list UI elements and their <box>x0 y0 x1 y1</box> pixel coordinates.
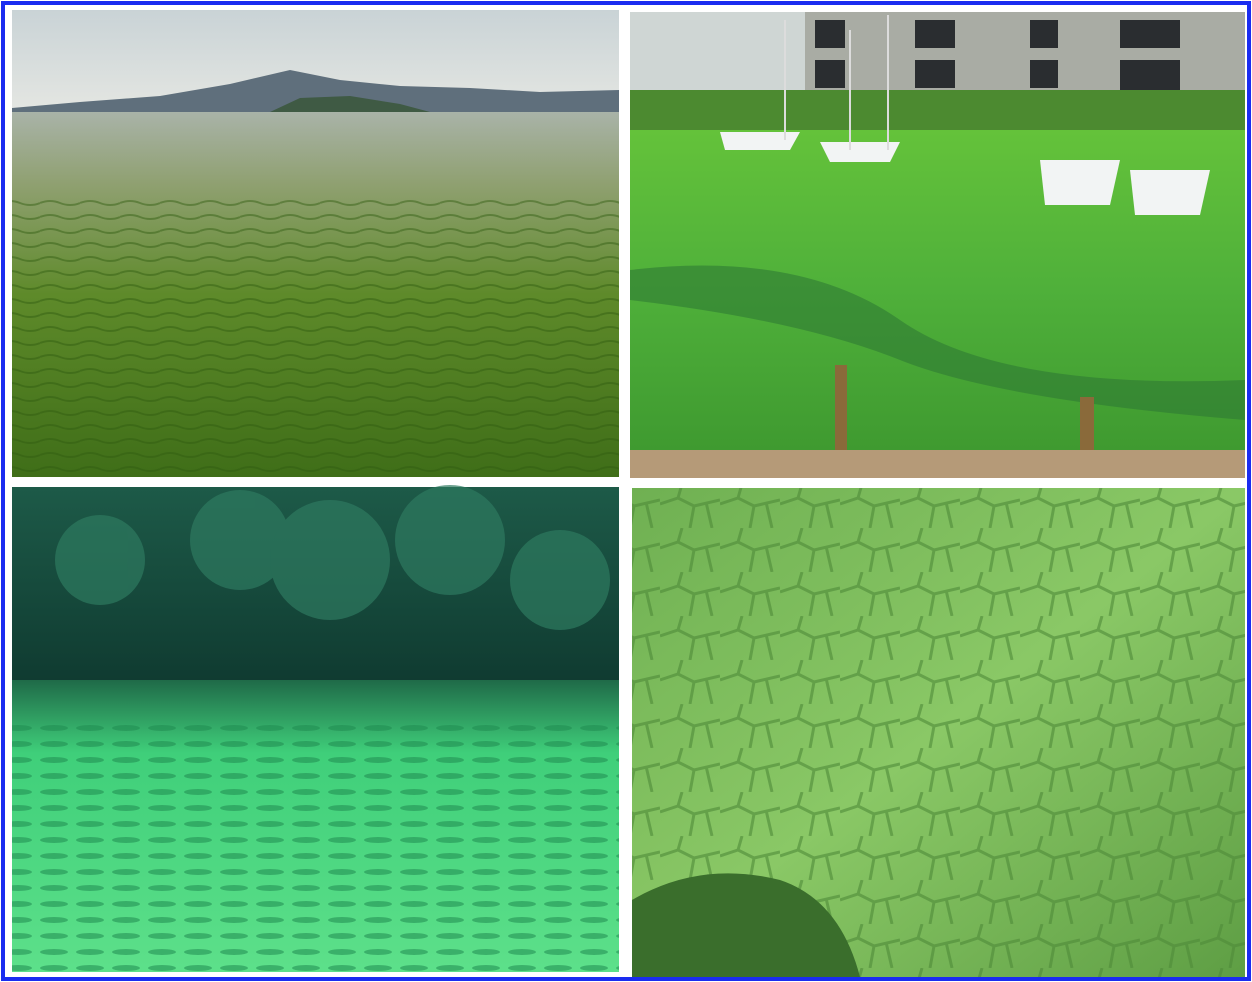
photo-shoreline-bloom <box>12 485 619 972</box>
photo-marina-bloom <box>630 12 1245 478</box>
photo-lake-bloom <box>12 10 619 477</box>
photo-surface-scum <box>632 488 1245 977</box>
